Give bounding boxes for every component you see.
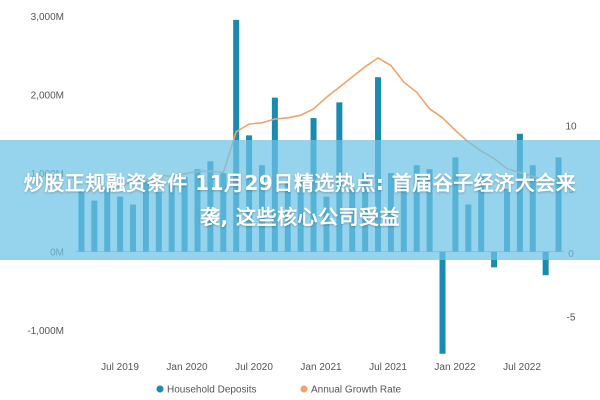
legend: Household Deposits Annual Growth Rate [156, 385, 401, 396]
y-left-tick-label: 2,000M [31, 91, 64, 102]
y-right-tick-label: -5 [567, 313, 576, 324]
x-tick-label: Jul 2022 [503, 362, 541, 373]
y-left-tick-label: 3,000M [31, 12, 64, 23]
bar [542, 251, 549, 276]
x-axis: Jul 2019 Jan 2020 Jul 2020 Jan 2021 Jul 2021… [101, 362, 541, 373]
bar [233, 19, 240, 252]
x-tick-label: Jul 2019 [101, 362, 139, 373]
x-tick-label: Jul 2020 [235, 362, 273, 373]
x-tick-label: Jan 2021 [300, 362, 342, 373]
legend-swatch-annual-growth-rate [300, 385, 308, 393]
legend-label-household-deposits: Household Deposits [167, 385, 257, 396]
headline-banner: 炒股正规融资条件 11月29日精选热点: 首届谷子经济大会来袭, 这些核心公司受… [0, 140, 600, 260]
y-right-tick-label: 10 [565, 121, 577, 132]
legend-swatch-household-deposits [156, 385, 164, 393]
x-tick-label: Jul 2021 [369, 362, 407, 373]
bar [439, 251, 446, 354]
legend-label-annual-growth-rate: Annual Growth Rate [311, 385, 401, 396]
x-tick-label: Jan 2020 [166, 362, 208, 373]
headline-title[interactable]: 炒股正规融资条件 11月29日精选热点: 首届谷子经济大会来袭, 这些核心公司受… [23, 171, 577, 229]
x-tick-label: Jan 2022 [434, 362, 476, 373]
y-left-tick-label: -1,000M [27, 326, 64, 337]
